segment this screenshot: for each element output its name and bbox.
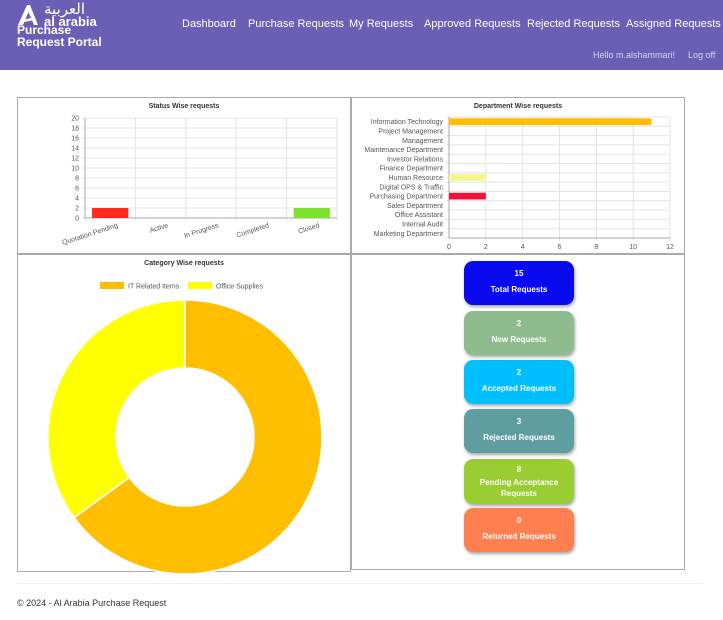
y-tick-label: Marketing Department: [374, 231, 443, 238]
category-chart: IT Related Items Office Supplies: [47, 282, 323, 575]
y-tick-label: Information Technology: [371, 119, 444, 126]
total-requests-card[interactable]: 15 Total Requests: [464, 261, 574, 305]
al-arabia-logo-icon: [18, 5, 38, 25]
total-requests-count: 15: [514, 269, 524, 278]
x-tick-label: 6: [558, 244, 562, 251]
y-tick-label: 10: [71, 166, 79, 173]
y-tick-label: Maintenance Department: [364, 147, 443, 154]
x-tick-label: 4: [521, 244, 525, 251]
y-tick-label: Sales Department: [387, 203, 443, 210]
total-requests-label: Total Requests: [490, 285, 548, 294]
y-tick-label: 0: [75, 216, 79, 223]
new-requests-label: New Requests: [491, 335, 547, 344]
legend-label: IT Related Items: [128, 284, 180, 291]
doughnut-slice: [73, 299, 323, 575]
status-bar: [293, 208, 330, 218]
nav-my-requests[interactable]: My Requests: [349, 18, 414, 30]
x-tick-label: 0: [447, 244, 451, 251]
accepted-requests-card[interactable]: 2 Accepted Requests: [464, 360, 574, 404]
x-tick-label: 8: [594, 244, 598, 251]
department-bar: [449, 174, 486, 181]
nav-dashboard[interactable]: Dashboard: [182, 18, 236, 30]
pending-acceptance-label: Pending Acceptance Requests: [479, 478, 559, 498]
footer-divider: [17, 583, 703, 584]
legend-swatch: [188, 282, 212, 289]
y-tick-label: 18: [71, 126, 79, 133]
department-bar: [449, 192, 486, 200]
returned-requests-label: Returned Requests: [482, 532, 556, 541]
accepted-requests-label: Accepted Requests: [481, 384, 557, 393]
category-chart-title: Category Wise requests: [144, 260, 224, 267]
pending-acceptance-card[interactable]: 8 Pending Acceptance Requests: [464, 459, 574, 504]
status-chart-panel: Status Wise requests 20 18 16 14 12 10 8 6 4 2 0 Qu…: [17, 97, 351, 254]
portal-title-line2: Request Portal: [17, 35, 102, 49]
y-tick-label: Finance Department: [380, 166, 443, 173]
accepted-requests-count: 2: [516, 368, 522, 377]
category-chart-panel: Category Wise requests IT Related Items O…: [17, 254, 351, 575]
y-tick-label: Investor Relations: [387, 156, 444, 163]
y-tick-label: 4: [75, 196, 79, 203]
brand-english-text: al arabia: [44, 14, 97, 29]
department-chart: 0 2 4 6 8 10 12 Information Technology Project M…: [364, 116, 674, 251]
status-bar: [92, 208, 129, 218]
y-tick-label: 14: [71, 146, 79, 153]
rejected-requests-count: 3: [516, 417, 522, 426]
logoff-link[interactable]: Log off: [688, 50, 716, 60]
brand-logo[interactable]: العربية al arabia: [14, 0, 109, 50]
portal-title-line1: Purchase: [17, 23, 72, 37]
department-chart-panel: Department Wise requests 0 2 4 6 8 10 12 Inform…: [351, 97, 685, 254]
legend-swatch: [100, 282, 124, 289]
department-chart-title: Department Wise requests: [473, 103, 563, 110]
x-tick-label: Closed: [298, 222, 321, 235]
rejected-requests-label: Rejected Requests: [483, 433, 555, 442]
y-tick-label: 8: [75, 176, 79, 183]
doughnut-slice: [47, 299, 186, 519]
y-tick-label: 16: [71, 136, 79, 143]
rejected-requests-card[interactable]: 3 Rejected Requests: [464, 409, 574, 453]
x-tick-label: Active: [149, 222, 169, 235]
returned-requests-card[interactable]: 0 Returned Requests: [464, 508, 574, 552]
y-tick-label: 20: [71, 116, 79, 123]
department-bar: [449, 118, 652, 126]
x-tick-label: 2: [484, 244, 488, 251]
brand-arabic-text: العربية: [44, 0, 85, 18]
footer-text: © 2024 - Al Arabia Purchase Request: [17, 598, 167, 608]
portal-title: Purchase Request Portal: [17, 24, 102, 48]
y-tick-label: Office Assistant: [395, 212, 443, 219]
x-tick-label: In Progress: [183, 222, 220, 240]
x-tick-label: 12: [666, 244, 674, 251]
y-tick-label: Internal Audit: [402, 222, 443, 229]
returned-requests-count: 0: [516, 516, 522, 525]
nav-approved-requests[interactable]: Approved Requests: [424, 18, 521, 30]
y-tick-label: 12: [71, 156, 79, 163]
y-tick-label: Digital OPS & Traffic: [379, 184, 443, 191]
x-tick-label: Completed: [236, 222, 270, 239]
legend-label: Office Supplies: [216, 284, 263, 291]
summary-panel: 15 Total Requests 2 New Requests 2 Accep…: [351, 254, 685, 570]
nav-rejected-requests[interactable]: Rejected Requests: [527, 18, 620, 30]
pending-acceptance-count: 8: [516, 465, 522, 474]
new-requests-card[interactable]: 2 New Requests: [464, 311, 574, 355]
top-navbar: العربية al arabia Purchase Request Porta…: [0, 0, 723, 70]
y-tick-label: Purchasing Department: [369, 194, 443, 201]
x-tick-label: 10: [629, 244, 637, 251]
y-tick-label: 2: [75, 206, 79, 213]
y-tick-label: 6: [75, 186, 79, 193]
y-tick-label: Human Resource: [389, 175, 444, 182]
y-tick-label: Management: [402, 138, 443, 145]
nav-assigned-requests[interactable]: Assigned Requests: [626, 18, 721, 30]
new-requests-count: 2: [516, 319, 522, 328]
nav-purchase-requests[interactable]: Purchase Requests: [248, 18, 344, 30]
y-tick-label: Project Management: [378, 128, 443, 135]
user-greeting[interactable]: Hello m.alshammari!: [593, 50, 676, 60]
status-chart-title: Status Wise requests: [148, 103, 220, 110]
main-nav: Dashboard Purchase Requests My Requests …: [0, 18, 723, 32]
x-tick-label: Quotation Pending: [61, 222, 118, 247]
